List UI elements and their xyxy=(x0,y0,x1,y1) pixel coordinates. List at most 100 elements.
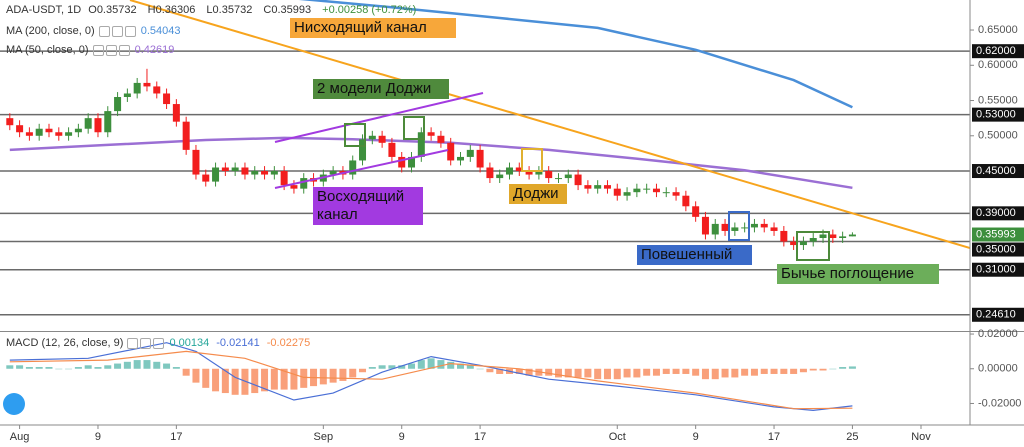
candle-body xyxy=(163,93,171,105)
x-tick-label: 17 xyxy=(768,431,780,443)
x-tick-label: 25 xyxy=(846,431,858,443)
candle-body xyxy=(457,156,465,161)
histogram-bar xyxy=(35,367,43,369)
histogram-bar xyxy=(652,368,660,376)
macd-legend: MACD (12, 26, close, 9) 0.00134 -0.02141… xyxy=(6,337,314,349)
candle-body xyxy=(192,149,200,175)
histogram-bar xyxy=(466,365,474,369)
level-label-bg xyxy=(972,107,1024,122)
level-label: 0.39000 xyxy=(976,207,1016,219)
histogram-bar xyxy=(300,368,308,388)
candle-body xyxy=(662,192,670,194)
last-price-label: 0.35993 xyxy=(976,228,1016,240)
label: H xyxy=(147,4,156,16)
histogram-bar xyxy=(799,368,807,373)
candle-body xyxy=(368,135,376,140)
candle-body xyxy=(741,227,749,229)
candle-body xyxy=(711,223,719,235)
candle-body xyxy=(760,223,768,228)
histogram-bar xyxy=(16,365,24,369)
ohlc-low: L0.35732 xyxy=(206,4,256,16)
candle-body xyxy=(6,118,14,126)
y-tick-label: 0.55000 xyxy=(978,94,1018,106)
level-label-bg xyxy=(972,164,1024,179)
histogram-bar xyxy=(6,365,14,369)
histogram-bar xyxy=(192,368,200,383)
candle-body xyxy=(633,188,641,193)
histogram-bar xyxy=(163,363,171,369)
y-tick-label: 0.50000 xyxy=(978,130,1018,142)
candle-body xyxy=(182,121,190,150)
histogram-bar xyxy=(564,368,572,378)
candle-body xyxy=(848,234,856,237)
candle-body xyxy=(241,167,249,175)
annotation: Повешенный xyxy=(637,245,752,265)
histogram-bar xyxy=(349,368,357,378)
x-tick-label: 9 xyxy=(95,431,101,443)
doji-box xyxy=(403,116,425,140)
x-tick-label: 9 xyxy=(693,431,699,443)
candle-body xyxy=(270,171,278,175)
histogram-bar xyxy=(378,365,386,369)
symbol: ADA-USDT, 1D xyxy=(6,4,82,16)
candle-body xyxy=(682,195,690,207)
histogram-bar xyxy=(133,360,141,369)
histogram-bar xyxy=(319,368,327,385)
histogram-bar xyxy=(613,368,621,380)
histogram-bar xyxy=(554,368,562,378)
histogram-bar xyxy=(809,368,817,371)
histogram-bar xyxy=(584,368,592,378)
candle-body xyxy=(329,171,337,175)
candle-body xyxy=(515,167,523,172)
histogram-bar xyxy=(515,368,523,374)
legend-value: -0.02275 xyxy=(266,337,311,349)
legend-name: MACD (12, 26, close, 9) xyxy=(6,337,124,349)
candle-body xyxy=(359,139,367,161)
histogram-bar xyxy=(261,368,269,392)
candle-body xyxy=(545,171,553,179)
logo-icon[interactable] xyxy=(3,393,25,415)
candle-body xyxy=(809,238,817,242)
candle-body xyxy=(349,160,357,175)
level-label-bg xyxy=(972,262,1024,277)
candle-body xyxy=(123,93,131,98)
histogram-bar xyxy=(427,358,435,369)
doji-box xyxy=(344,123,366,147)
candle-body xyxy=(731,227,739,231)
engulfing-box xyxy=(796,231,830,261)
histogram-bar xyxy=(408,363,416,369)
histogram-bar xyxy=(721,368,729,378)
x-tick-label: Sep xyxy=(314,431,334,443)
hanging-man-box xyxy=(728,211,750,241)
signal-line xyxy=(9,350,853,410)
x-tick-label: 9 xyxy=(399,431,405,443)
ma-line xyxy=(9,136,853,190)
legend-value: 0.00134 xyxy=(169,337,210,349)
histogram-bar xyxy=(750,368,758,376)
candle-body xyxy=(202,174,210,182)
candle-body xyxy=(290,185,298,189)
histogram-bar xyxy=(829,368,837,370)
level-label-bg xyxy=(972,242,1024,257)
candle-body xyxy=(231,167,239,172)
label: C xyxy=(263,4,272,16)
histogram-bar xyxy=(594,368,602,380)
histogram-bar xyxy=(45,367,53,369)
histogram-bar xyxy=(623,368,631,378)
candle-body xyxy=(496,174,504,179)
doji-box xyxy=(521,148,543,172)
candle-body xyxy=(251,171,259,175)
histogram-bar xyxy=(143,360,151,369)
level-label: 0.24610 xyxy=(976,309,1016,321)
histogram-bar xyxy=(84,365,92,369)
histogram-bar xyxy=(104,365,112,369)
candle-body xyxy=(212,167,220,182)
candle-body xyxy=(280,171,288,186)
macd-line xyxy=(9,342,853,412)
histogram-bar xyxy=(280,368,288,390)
candle-body xyxy=(447,142,455,161)
histogram-bar xyxy=(790,368,798,374)
annotation: Нисходящий канал xyxy=(290,18,456,38)
